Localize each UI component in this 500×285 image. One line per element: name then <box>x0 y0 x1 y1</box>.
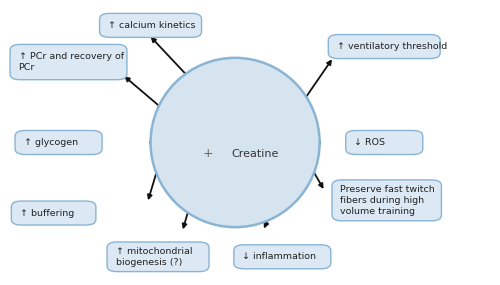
FancyBboxPatch shape <box>328 34 440 58</box>
Text: ↑ calcium kinetics: ↑ calcium kinetics <box>108 21 196 30</box>
FancyBboxPatch shape <box>10 44 127 80</box>
Ellipse shape <box>150 58 320 227</box>
Text: +: + <box>202 147 213 160</box>
Text: ↓ ROS: ↓ ROS <box>354 138 385 147</box>
FancyBboxPatch shape <box>234 245 331 269</box>
FancyBboxPatch shape <box>100 13 202 37</box>
Text: ↑ mitochondrial
biogenesis (?): ↑ mitochondrial biogenesis (?) <box>116 247 192 267</box>
Text: Creatine: Creatine <box>232 149 278 159</box>
Text: ↓ inflammation: ↓ inflammation <box>242 252 316 261</box>
FancyBboxPatch shape <box>332 180 442 221</box>
FancyBboxPatch shape <box>107 242 209 272</box>
Text: Preserve fast twitch
fibers during high
volume training: Preserve fast twitch fibers during high … <box>340 185 435 216</box>
FancyBboxPatch shape <box>346 131 423 154</box>
Text: ↑ glycogen: ↑ glycogen <box>24 138 78 147</box>
FancyBboxPatch shape <box>15 131 102 154</box>
Text: ↑ PCr and recovery of
PCr: ↑ PCr and recovery of PCr <box>18 52 124 72</box>
Text: ↑ buffering: ↑ buffering <box>20 209 74 217</box>
FancyBboxPatch shape <box>12 201 96 225</box>
Text: ↑ ventilatory threshold: ↑ ventilatory threshold <box>337 42 447 51</box>
